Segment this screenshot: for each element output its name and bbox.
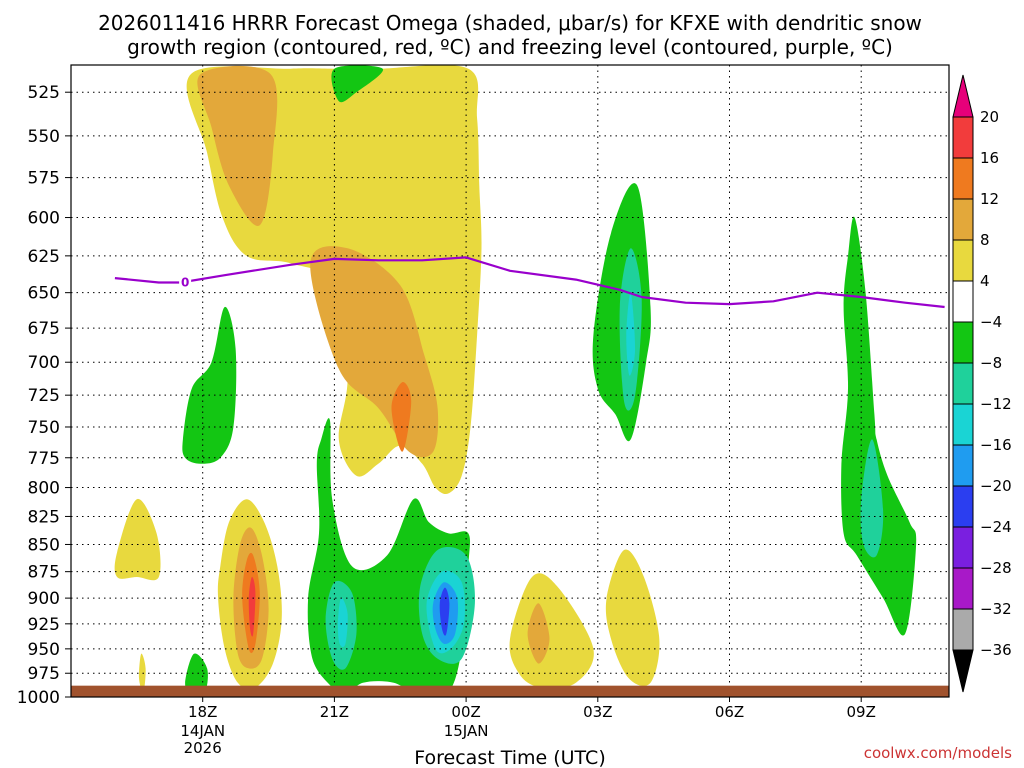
x-tick-18Z: 18Z	[188, 703, 217, 721]
downward-omega-nw-edge	[331, 65, 384, 103]
y-tick-600: 600	[28, 209, 60, 229]
y-tick-550: 550	[28, 127, 60, 147]
colorbar-bin-5	[952, 280, 974, 323]
colorbar-bin-9	[952, 444, 974, 487]
colorbar-bin-2	[952, 157, 974, 200]
colorbar-label: 8	[980, 231, 990, 249]
freezing-level-line	[114, 256, 945, 309]
colorbar-label: −4	[980, 313, 1002, 331]
colorbar: 20 16 12 8 4 −4 −8 −12 −16 −20 −24 −28 −32 −36	[952, 74, 1012, 693]
y-tick-750: 750	[28, 418, 60, 438]
chart-title-line-1: 2026011416 HRRR Forecast Omega (shaded, …	[98, 11, 922, 35]
freezing-level-contour: 0	[114, 256, 945, 309]
x-tick-21Z: 21Z	[320, 703, 349, 721]
colorbar-label: −28	[980, 559, 1012, 577]
y-tick-800: 800	[28, 479, 60, 499]
x-tick-03Z: 03Z	[583, 703, 612, 721]
colorbar-bin-bottom	[952, 649, 974, 693]
upward-omega-tiny-west	[138, 653, 146, 693]
y-tick-900: 900	[28, 589, 60, 609]
freezing-level-label: 0	[181, 276, 189, 290]
upward-omega-upper-core	[197, 65, 278, 226]
y-tick-525: 525	[28, 83, 60, 103]
downward-omega-main-west-inner	[337, 597, 348, 648]
downward-omega-west-upper	[182, 306, 237, 464]
colorbar-label: −32	[980, 600, 1012, 618]
colorbar-bin-1	[952, 116, 974, 159]
upward-omega-low-cell-max	[248, 576, 256, 637]
y-tick-625: 625	[28, 247, 60, 267]
upward-omega-surface-east	[605, 549, 660, 687]
colorbar-bin-11	[952, 526, 974, 569]
colorbar-label: −8	[980, 354, 1002, 372]
upward-omega-low-west	[114, 498, 161, 581]
y-tick-650: 650	[28, 284, 60, 304]
colorbar-label: 4	[980, 272, 990, 290]
colorbar-bin-6	[952, 321, 974, 364]
colorbar-label: 12	[980, 190, 999, 208]
colorbar-label: −36	[980, 641, 1012, 659]
chart-title-line-2: growth region (contoured, red, ºC) and f…	[127, 35, 893, 59]
downward-omega-main-east-max	[439, 587, 450, 636]
x-axis-title: Forecast Time (UTC)	[414, 747, 605, 768]
ground-terrain	[71, 685, 949, 697]
y-tick-775: 775	[28, 449, 60, 469]
plot-frame	[70, 64, 950, 698]
downward-omega-far-east	[841, 216, 917, 636]
colorbar-label: −20	[980, 477, 1012, 495]
y-tick-925: 925	[28, 615, 60, 635]
credit-text: coolwx.com/models	[864, 744, 1012, 762]
downward-omega-east-column-max	[626, 292, 636, 376]
colorbar-bin-10	[952, 485, 974, 528]
y-tick-950: 950	[28, 640, 60, 660]
y-tick-700: 700	[28, 353, 60, 373]
x-tick-09Z: 09Z	[847, 703, 876, 721]
x-tick-06Z: 06Z	[715, 703, 744, 721]
downward-omega-far-east-core	[860, 439, 884, 558]
colorbar-bin-13	[952, 608, 974, 651]
freezing-level-label-bg	[179, 275, 192, 290]
y-tick-875: 875	[28, 563, 60, 583]
upward-omega-surface-south	[509, 573, 594, 689]
colorbar-label: 16	[980, 149, 999, 167]
colorbar-label: 20	[980, 108, 999, 126]
y-tick-675: 675	[28, 319, 60, 339]
upward-omega-middle-max	[391, 382, 412, 452]
x-tick-00Z-sub-0: 15JAN	[444, 722, 489, 740]
y-tick-1000: 1000	[17, 688, 60, 708]
x-tick-18Z-sub-1: 2026	[184, 739, 222, 757]
colorbar-bin-12	[952, 567, 974, 610]
y-tick-850: 850	[28, 535, 60, 555]
colorbar-label: −12	[980, 395, 1012, 413]
y-tick-975: 975	[28, 664, 60, 684]
colorbar-label: −24	[980, 518, 1012, 536]
y-tick-725: 725	[28, 386, 60, 406]
x-tick-18Z-sub-0: 14JAN	[180, 722, 225, 740]
colorbar-bin-4	[952, 239, 974, 282]
x-tick-00Z: 00Z	[451, 703, 480, 721]
colorbar-bin-8	[952, 403, 974, 446]
colorbar-bin-3	[952, 198, 974, 241]
downward-omega-west-surface	[185, 653, 208, 697]
y-tick-825: 825	[28, 507, 60, 527]
y-axis-ticks: 525 550 575 600 625 650 675 700 725 750 775 800 825 8…	[17, 83, 71, 708]
colorbar-label: −16	[980, 436, 1012, 454]
colorbar-bin-7	[952, 362, 974, 405]
y-tick-575: 575	[28, 169, 60, 189]
